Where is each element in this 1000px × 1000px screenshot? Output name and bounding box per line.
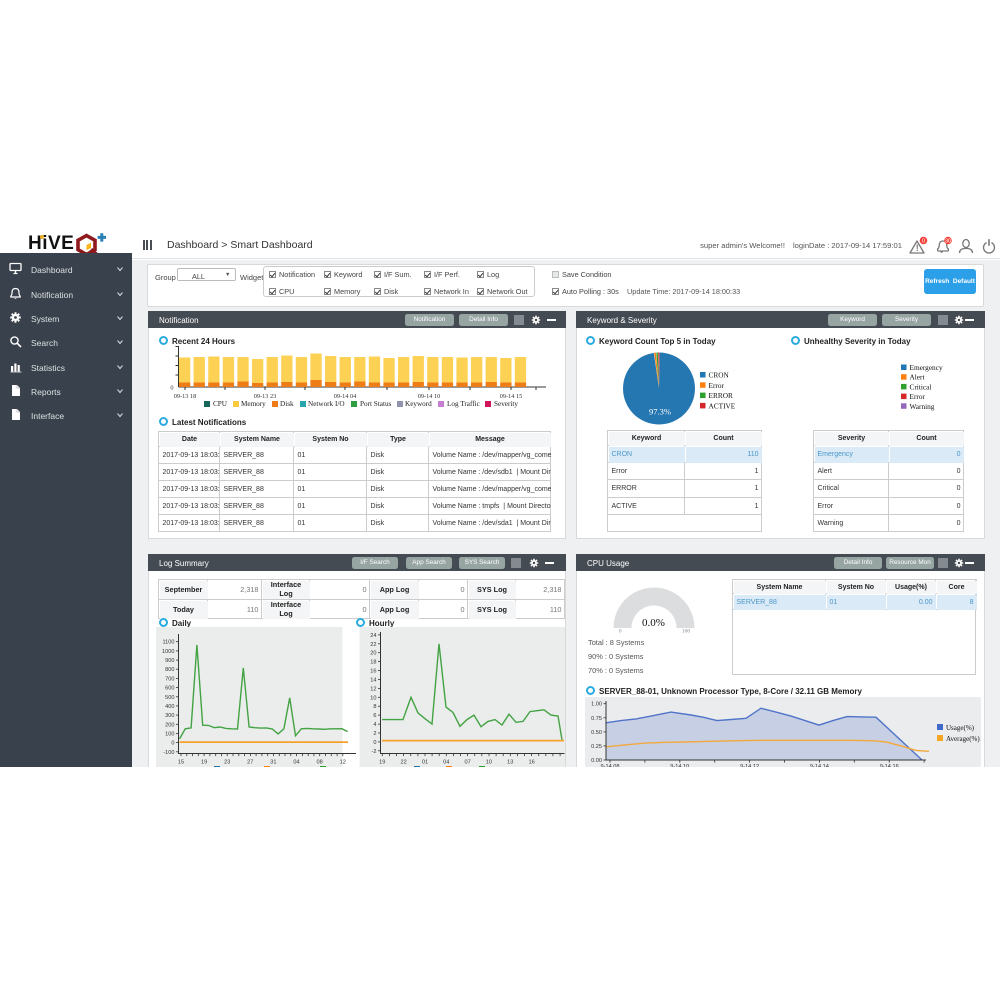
svg-text:!: ! <box>916 243 919 253</box>
svg-text:Emergency: Emergency <box>910 363 943 372</box>
svg-text:4: 4 <box>373 722 376 728</box>
svg-text:Usage(%): Usage(%) <box>946 724 975 732</box>
svg-text:16: 16 <box>528 760 534 766</box>
svg-text:14: 14 <box>370 678 376 684</box>
svg-text:-100: -100 <box>163 750 174 756</box>
svg-text:27: 27 <box>247 760 253 766</box>
svg-text:CRON: CRON <box>709 371 730 380</box>
svg-text:97.3%: 97.3% <box>649 407 671 417</box>
svg-text:19: 19 <box>379 760 385 766</box>
svg-text:12: 12 <box>340 760 346 766</box>
svg-text:09-14 15: 09-14 15 <box>500 393 523 400</box>
svg-text:09-14 04: 09-14 04 <box>334 393 357 400</box>
svg-text:ACTIVE: ACTIVE <box>709 401 736 410</box>
svg-text:0: 0 <box>171 741 174 747</box>
svg-text:15: 15 <box>178 760 184 766</box>
svg-text:400: 400 <box>165 704 174 710</box>
svg-text:Critical: Critical <box>910 382 932 391</box>
svg-text:18: 18 <box>370 660 376 666</box>
svg-text:31: 31 <box>270 760 276 766</box>
svg-text:0: 0 <box>170 385 173 392</box>
svg-text:700: 700 <box>165 676 174 682</box>
svg-text:0.25: 0.25 <box>591 744 602 750</box>
svg-text:01: 01 <box>422 760 428 766</box>
svg-text:23: 23 <box>224 760 230 766</box>
svg-text:9-14 08: 9-14 08 <box>601 764 620 767</box>
svg-text:9-14 16: 9-14 16 <box>880 764 899 767</box>
svg-text:0.0%: 0.0% <box>642 617 665 629</box>
svg-text:500: 500 <box>165 695 174 701</box>
svg-text:Error: Error <box>910 392 926 401</box>
svg-text:9-14 10: 9-14 10 <box>670 764 689 767</box>
svg-text:04: 04 <box>443 760 449 766</box>
svg-text:100: 100 <box>165 731 174 737</box>
svg-text:09-13 23: 09-13 23 <box>254 393 277 400</box>
svg-text:16: 16 <box>370 669 376 675</box>
svg-text:2: 2 <box>373 731 376 737</box>
svg-text:200: 200 <box>165 722 174 728</box>
svg-text:9-14 14: 9-14 14 <box>810 764 829 767</box>
svg-text:19: 19 <box>201 760 207 766</box>
svg-text:Alert: Alert <box>910 373 925 382</box>
svg-text:1100: 1100 <box>162 640 174 646</box>
svg-text:6: 6 <box>373 713 376 719</box>
svg-text:22: 22 <box>370 642 376 648</box>
svg-text:30: 30 <box>945 239 951 245</box>
svg-text:04: 04 <box>293 760 299 766</box>
svg-text:600: 600 <box>165 686 174 692</box>
svg-text:0.75: 0.75 <box>591 716 602 722</box>
svg-text:100: 100 <box>682 629 691 635</box>
svg-text:0: 0 <box>922 239 925 245</box>
svg-text:13: 13 <box>507 760 513 766</box>
svg-text:09-13 18: 09-13 18 <box>174 393 197 400</box>
svg-text:09-14 10: 09-14 10 <box>418 393 441 400</box>
svg-text:Error: Error <box>709 381 725 390</box>
svg-text:Average(%): Average(%) <box>946 735 980 743</box>
svg-text:07: 07 <box>464 760 470 766</box>
svg-text:300: 300 <box>165 713 174 719</box>
svg-text:-2: -2 <box>372 749 377 755</box>
svg-text:10: 10 <box>370 695 376 701</box>
svg-text:0: 0 <box>619 629 622 635</box>
svg-text:24: 24 <box>370 633 376 639</box>
svg-text:800: 800 <box>165 667 174 673</box>
svg-text:8: 8 <box>373 704 376 710</box>
svg-text:Warning: Warning <box>910 402 935 411</box>
svg-text:9-14 12: 9-14 12 <box>740 764 759 767</box>
svg-text:900: 900 <box>165 658 174 664</box>
svg-text:12: 12 <box>370 686 376 692</box>
svg-text:1.00: 1.00 <box>591 702 602 708</box>
svg-text:ERROR: ERROR <box>709 391 733 400</box>
svg-text:0.50: 0.50 <box>591 730 602 736</box>
svg-text:22: 22 <box>400 760 406 766</box>
svg-text:08: 08 <box>316 760 322 766</box>
svg-text:10: 10 <box>486 760 492 766</box>
svg-text:1000: 1000 <box>162 649 174 655</box>
svg-text:0.00: 0.00 <box>591 758 602 764</box>
svg-text:0: 0 <box>373 740 376 746</box>
svg-text:20: 20 <box>370 651 376 657</box>
